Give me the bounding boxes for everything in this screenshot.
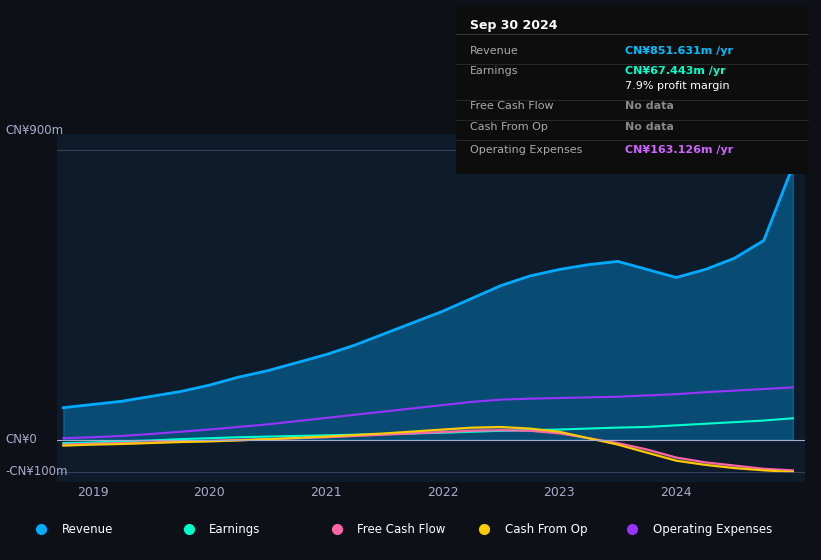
Text: CN¥0: CN¥0 (5, 433, 37, 446)
Text: 7.9% profit margin: 7.9% profit margin (625, 81, 730, 91)
Text: CN¥163.126m /yr: CN¥163.126m /yr (625, 145, 733, 155)
Text: Operating Expenses: Operating Expenses (653, 522, 772, 536)
Text: Earnings: Earnings (470, 66, 518, 76)
Text: Revenue: Revenue (62, 522, 113, 536)
Text: Operating Expenses: Operating Expenses (470, 145, 582, 155)
Text: Cash From Op: Cash From Op (470, 122, 548, 132)
Text: Free Cash Flow: Free Cash Flow (357, 522, 446, 536)
Text: CN¥67.443m /yr: CN¥67.443m /yr (625, 66, 726, 76)
Text: CN¥851.631m /yr: CN¥851.631m /yr (625, 46, 733, 56)
Text: Earnings: Earnings (209, 522, 261, 536)
Text: Revenue: Revenue (470, 46, 519, 56)
Text: Free Cash Flow: Free Cash Flow (470, 101, 553, 111)
Text: Cash From Op: Cash From Op (505, 522, 587, 536)
Text: Sep 30 2024: Sep 30 2024 (470, 19, 557, 32)
Text: -CN¥100m: -CN¥100m (5, 465, 67, 478)
Text: No data: No data (625, 101, 674, 111)
Text: CN¥900m: CN¥900m (5, 124, 63, 137)
Text: No data: No data (625, 122, 674, 132)
